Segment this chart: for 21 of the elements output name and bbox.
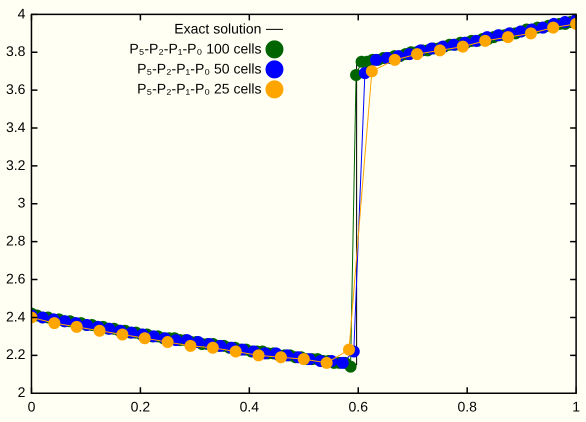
legend-label: Exact solution [174,20,262,36]
y-tick-label: 3.4 [6,118,26,135]
x-tick-label: 0.8 [457,398,478,414]
x-tick-label: 1 [572,398,580,414]
legend-label: P₅-P₂-P₁-P₀ 100 cells [129,40,262,56]
y-tick-label: 3.6 [6,81,26,98]
x-tick-label: 0.6 [348,398,368,414]
y-tick-label: 3.2 [6,156,26,173]
y-tick-label: 3.8 [6,43,26,60]
y-tick-label: 2 [18,384,26,400]
legend-label: P₅-P₂-P₁-P₀ 50 cells [137,60,262,76]
y-tick-label: 3 [18,194,26,211]
y-tick-label: 2.6 [6,270,26,286]
y-tick-label: 2.8 [6,232,26,249]
x-tick-label: 0 [28,398,36,414]
legend-label: P₅-P₂-P₁-P₀ 25 cells [137,80,262,96]
y-tick-label: 2.2 [6,346,26,362]
y-tick-label: 4 [18,5,26,22]
x-tick-label: 0.2 [130,398,150,414]
y-tick-label: 2.4 [6,308,26,324]
x-tick-label: 0.4 [240,398,260,414]
